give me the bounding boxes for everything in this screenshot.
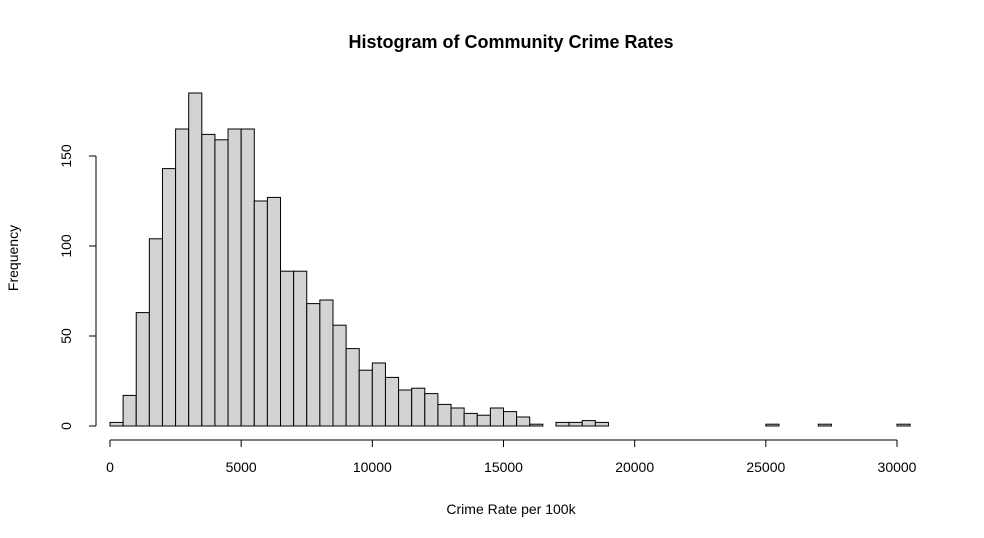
bars-group (109, 92, 911, 427)
histogram-bar (594, 421, 609, 427)
histogram-bar (503, 411, 518, 427)
histogram-bar (424, 393, 439, 427)
chart-title: Histogram of Community Crime Rates (348, 32, 673, 52)
x-tick-label: 0 (106, 459, 114, 475)
histogram-bar (476, 414, 491, 427)
histogram-bar (227, 128, 242, 427)
histogram-bar (266, 196, 282, 427)
histogram-bar (253, 200, 268, 427)
histogram-bar (463, 412, 478, 427)
histogram-bar (280, 270, 295, 427)
histogram-bar (489, 407, 504, 427)
histogram-bar (384, 376, 400, 427)
histogram-bar (411, 387, 426, 427)
histogram-bar (332, 324, 347, 427)
x-tick-label: 30000 (878, 459, 917, 475)
histogram-bar (581, 420, 596, 427)
histogram-bar (319, 299, 334, 427)
histogram-bar (188, 92, 203, 427)
x-axis-label: Crime Rate per 100k (446, 501, 576, 517)
x-tick-label: 15000 (484, 459, 523, 475)
histogram-bar (516, 416, 531, 427)
y-tick-label: 150 (58, 144, 74, 168)
histogram-bar (817, 423, 832, 427)
histogram-bar (358, 369, 373, 427)
histogram-bar (555, 421, 570, 427)
histogram-bar (371, 362, 386, 427)
histogram-bar (450, 407, 465, 427)
histogram-bar (214, 139, 229, 427)
histogram-bar (896, 423, 911, 427)
histogram-bar (437, 403, 452, 427)
y-axis-label: Frequency (5, 225, 21, 291)
histogram-bar (293, 270, 308, 427)
x-tick-label: 25000 (746, 459, 785, 475)
histogram-bar (175, 128, 190, 427)
x-axis: 0 5000 10000 15000 20000 25000 30000 (106, 439, 917, 475)
histogram-bar (240, 128, 255, 427)
histogram-bar (109, 421, 124, 427)
histogram-bar (345, 348, 360, 427)
x-tick-label: 20000 (615, 459, 654, 475)
histogram-bar (122, 394, 137, 427)
x-tick-label: 10000 (353, 459, 392, 475)
y-tick-label: 100 (58, 234, 74, 258)
histogram-bar (201, 133, 216, 427)
histogram-bar (161, 168, 177, 427)
y-axis: 0 50 100 150 (58, 144, 97, 430)
histogram-bar (306, 303, 321, 427)
histogram-bar (398, 389, 413, 427)
x-tick-label: 5000 (226, 459, 257, 475)
histogram-bar (148, 238, 163, 427)
y-tick-label: 0 (58, 422, 74, 430)
histogram-bar (135, 312, 150, 427)
histogram-bar (529, 423, 544, 427)
y-tick-label: 50 (58, 328, 74, 344)
histogram-bar (765, 423, 780, 427)
histogram-bar (568, 421, 583, 427)
